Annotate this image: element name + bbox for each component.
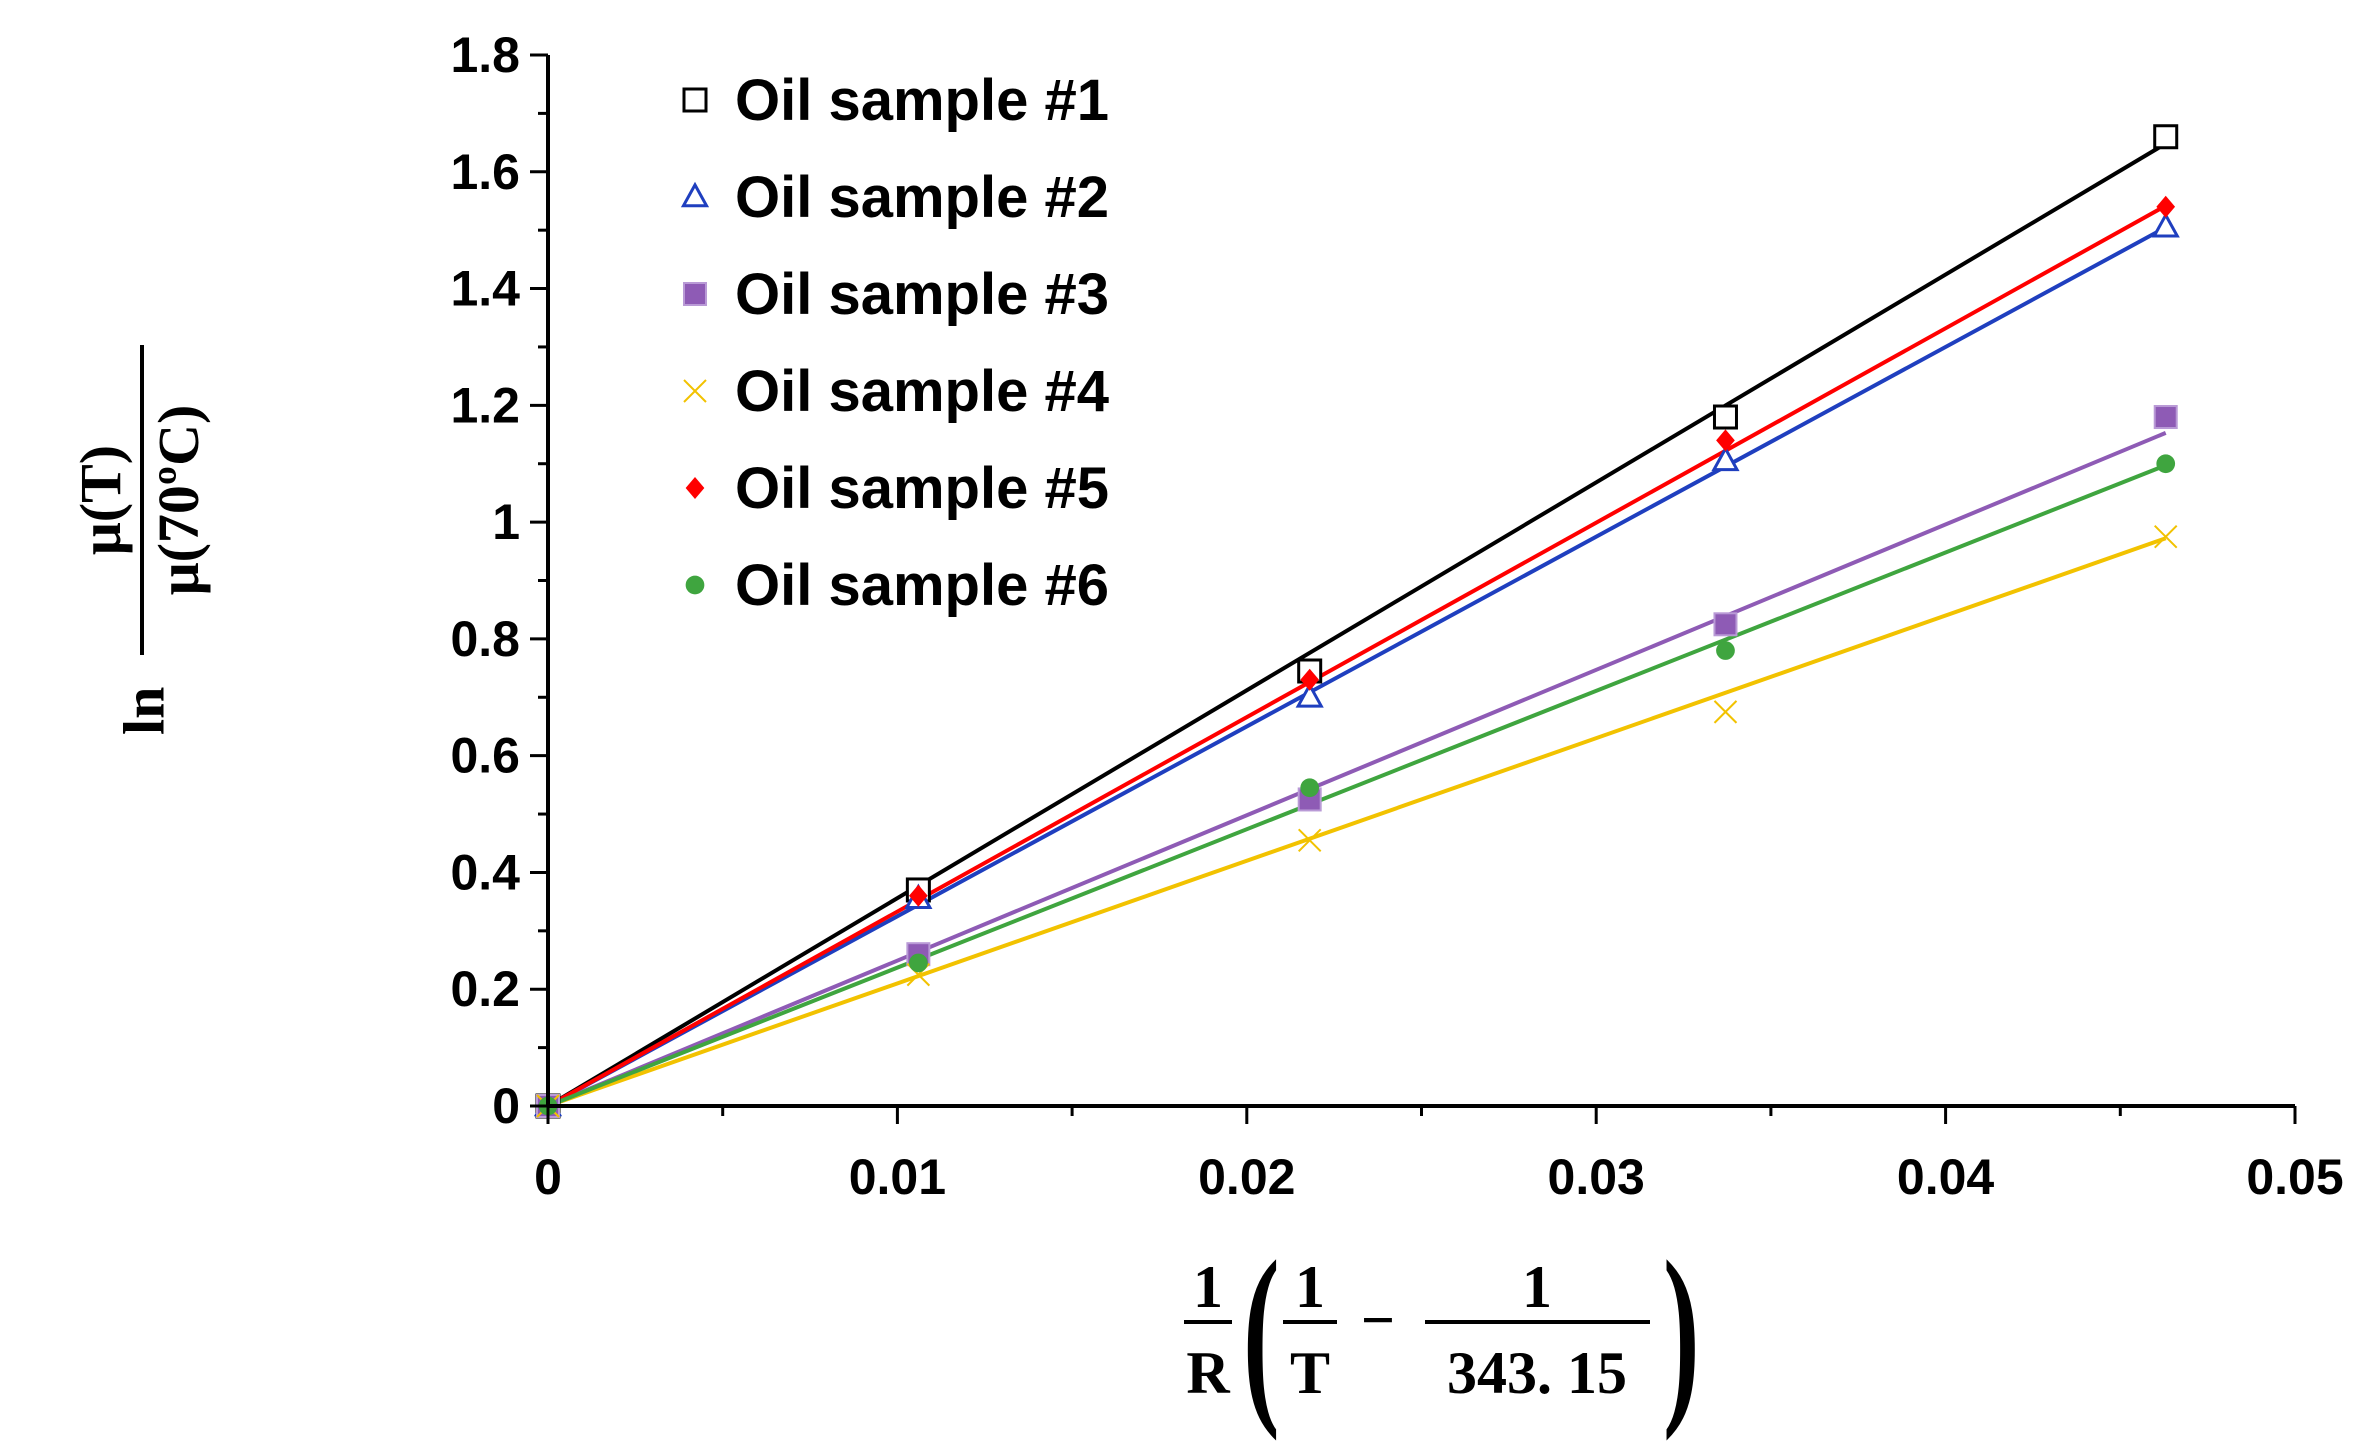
y-tick-label: 0.8	[450, 611, 520, 667]
x-tick-label: 0.01	[849, 1149, 946, 1205]
y-label-denominator: μ(70ºC)	[146, 405, 211, 596]
x-label-prefix-num: 1	[1193, 1254, 1223, 1320]
fit-line	[547, 204, 2167, 1108]
marker-circle	[2156, 454, 2176, 474]
y-tick-label: 1.8	[450, 27, 520, 83]
legend-label: Oil sample #4	[735, 359, 1109, 424]
x-axis-label: 1 R ( 1 T − 1 343. 15 )	[1184, 1220, 1700, 1442]
x-label-inner-den-2: 343. 15	[1447, 1340, 1627, 1406]
marker-square	[2153, 405, 2178, 430]
marker-x-stroke-b	[683, 379, 707, 403]
y-tick-label: 1	[492, 494, 520, 550]
y-tick-label: 0	[492, 1078, 520, 1134]
marker-open-triangle	[1295, 682, 1324, 708]
marker-x-stroke-b	[1297, 828, 1322, 853]
marker-x	[1297, 828, 1322, 853]
marker-diamond	[1300, 668, 1320, 691]
tick-labels: 0 0.01 0.02 0.03 0.04 0.05 0 0.2 0.4 0.6 0.8 1 1.2 1.…	[450, 27, 2343, 1205]
x-tick-label: 0.02	[1198, 1149, 1295, 1205]
marker-diamond	[909, 884, 928, 907]
x-label-inner-num-2: 1	[1522, 1254, 1552, 1320]
marker-circle	[1300, 778, 1320, 798]
marker-diamond	[1716, 429, 1735, 452]
marker-open-square	[1712, 404, 1738, 430]
x-label-prefix-den: R	[1186, 1340, 1230, 1406]
legend-label: Oil sample #3	[735, 262, 1109, 327]
marker-x	[683, 379, 707, 403]
x-tick-label: 0.05	[2246, 1149, 2343, 1205]
axes	[530, 53, 2297, 1124]
fit-line	[547, 463, 2167, 1108]
x-tick-label: 0	[534, 1149, 562, 1205]
marker-diamond	[685, 477, 705, 499]
marker-open-square	[682, 87, 708, 113]
marker-open-triangle	[680, 181, 710, 208]
legend-label: Oil sample #1	[735, 68, 1109, 133]
x-label-inner-num-1: 1	[1295, 1254, 1325, 1320]
marker-open-square	[2153, 124, 2179, 150]
marker-circle	[909, 953, 928, 973]
marker-x	[1713, 700, 1738, 724]
y-tick-label: 1.2	[450, 377, 520, 433]
fit-line	[547, 536, 2167, 1108]
y-tick-label: 1.4	[450, 261, 520, 317]
legend-label: Oil sample #5	[735, 456, 1109, 521]
y-tick-label: 0.4	[450, 844, 520, 900]
x-tick-label: 0.03	[1548, 1149, 1645, 1205]
x-label-left-paren: (	[1243, 1220, 1280, 1442]
fit-line	[547, 225, 2167, 1108]
legend-label: Oil sample #2	[735, 165, 1109, 230]
x-label-minus: −	[1361, 1287, 1395, 1353]
fit-line	[546, 141, 2167, 1108]
y-axis-label: ln μ(T) μ(70ºC)	[68, 345, 211, 735]
legend: Oil sample #1 Oil sample #2 Oil sample #3 O…	[680, 68, 1109, 618]
marker-circle	[685, 575, 705, 595]
x-label-inner-den-1: T	[1290, 1340, 1330, 1406]
marker-square	[1713, 612, 1738, 637]
y-label-ln: ln	[111, 687, 176, 735]
y-tick-label: 0.6	[450, 728, 520, 784]
marker-x-stroke-b	[1713, 700, 1738, 724]
marker-circle	[1716, 641, 1735, 660]
marker-open-triangle	[1711, 445, 1740, 472]
y-label-numerator: μ(T)	[68, 445, 133, 555]
marker-open-triangle	[2151, 212, 2180, 238]
legend-label: Oil sample #6	[735, 553, 1109, 618]
fit-line	[547, 431, 2167, 1108]
x-tick-label: 0.04	[1897, 1149, 1995, 1205]
marker-square	[683, 282, 707, 306]
fit-lines	[546, 141, 2167, 1108]
marker-diamond	[2156, 195, 2176, 218]
x-label-right-paren: )	[1663, 1220, 1700, 1442]
marker-x	[2154, 525, 2178, 549]
y-tick-label: 1.6	[450, 144, 520, 200]
y-tick-label: 0.2	[450, 961, 520, 1017]
marker-x-stroke-b	[2154, 525, 2178, 549]
